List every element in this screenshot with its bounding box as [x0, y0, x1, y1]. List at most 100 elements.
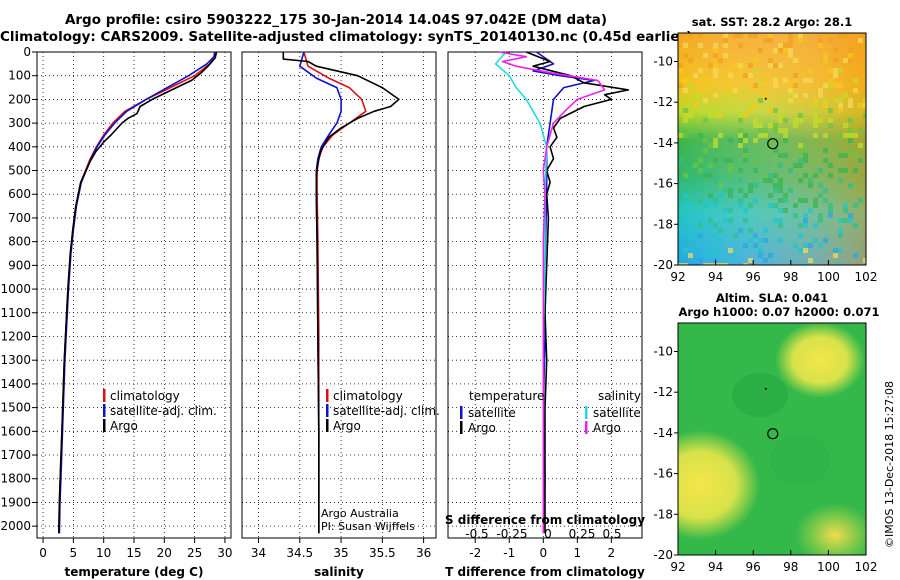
sst-pixel	[793, 123, 798, 128]
sst-pixel	[843, 123, 848, 128]
sst-pixel	[748, 238, 753, 243]
sst-pixel	[783, 48, 788, 53]
sst-pixel	[748, 228, 753, 233]
sst-pixel	[698, 258, 703, 263]
sst-pixel	[688, 128, 693, 133]
sst-pixel	[808, 68, 813, 73]
legend-swatch	[103, 389, 106, 402]
sst-pixel	[713, 63, 718, 68]
map-x-tick-label: 100	[817, 270, 840, 284]
plot-frame	[447, 51, 643, 539]
sst-pixel	[753, 33, 758, 38]
sst-pixel	[843, 168, 848, 173]
sst-pixel	[728, 168, 733, 173]
sst-pixel	[788, 98, 793, 103]
chart-title-line1: Argo profile: csiro 5903222_175 30-Jan-2…	[64, 12, 608, 28]
sst-pixel	[693, 93, 698, 98]
footer-timestamp: ©IMOS 13-Dec-2018 15:27:08	[883, 381, 896, 548]
sst-pixel	[728, 138, 733, 143]
sst-pixel	[703, 263, 708, 265]
map-x-tick-label: 92	[670, 560, 685, 574]
sst-pixel	[738, 133, 743, 138]
map-y-tick-label: -16	[653, 177, 673, 191]
legend-label: Argo	[468, 421, 496, 435]
sst-pixel	[798, 198, 803, 203]
map-y-tick-label: -18	[653, 217, 673, 231]
sst-pixel	[703, 253, 708, 258]
y-tick-label: 1700	[0, 448, 31, 462]
sst-pixel	[683, 133, 688, 138]
sst-pixel	[773, 123, 778, 128]
sst-pixel	[683, 173, 688, 178]
sst-pixel	[748, 183, 753, 188]
sst-pixel	[698, 268, 703, 273]
sst-pixel	[838, 83, 843, 88]
sst-pixel	[818, 218, 823, 223]
sst-pixel	[773, 138, 778, 143]
y-tick-label: 1100	[0, 306, 31, 320]
sst-pixel	[833, 68, 838, 73]
sst-pixel	[773, 188, 778, 193]
sst-pixel	[778, 208, 783, 213]
sst-pixel	[783, 193, 788, 198]
sst-pixel	[863, 113, 866, 118]
sst-pixel	[738, 43, 743, 48]
sst-pixel	[783, 43, 788, 48]
series-line-t-satellite	[532, 51, 596, 534]
y-tick-label: 1200	[0, 329, 31, 343]
sst-pixel	[828, 68, 833, 73]
sst-pixel	[728, 188, 733, 193]
sst-pixel	[728, 73, 733, 78]
sst-pixel	[773, 218, 778, 223]
x-tick-label: 20	[157, 546, 172, 560]
series-line-argo	[58, 51, 218, 534]
sst-pixel	[753, 83, 758, 88]
sst-pixel	[818, 213, 823, 218]
sst-pixel	[793, 118, 798, 123]
sst-pixel	[718, 133, 723, 138]
sst-pixel	[753, 58, 758, 63]
sst-pixel	[713, 178, 718, 183]
s-scale-label: 0	[544, 527, 552, 541]
sst-pixel	[753, 68, 758, 73]
sst-pixel	[823, 98, 828, 103]
sst-pixel	[703, 118, 708, 123]
sst-pixel	[753, 118, 758, 123]
sst-pixel	[768, 178, 773, 183]
sst-pixel	[808, 208, 813, 213]
series-line-s-satellite	[494, 51, 548, 534]
sst-pixel	[753, 183, 758, 188]
sst-pixel	[678, 183, 683, 188]
sst-pixel	[708, 218, 713, 223]
sst-pixel	[743, 208, 748, 213]
sst-pixel	[858, 103, 863, 108]
legend-label: climatology	[110, 389, 180, 403]
sst-pixel	[743, 193, 748, 198]
sst-pixel	[848, 53, 853, 58]
sst-pixel	[793, 213, 798, 218]
sst-pixel	[858, 38, 863, 43]
y-tick-label: 1600	[0, 424, 31, 438]
sst-pixel	[858, 128, 863, 133]
sst-pixel	[803, 243, 808, 248]
sst-pixel	[773, 203, 778, 208]
sst-pixel	[783, 208, 788, 213]
sst-pixel	[758, 78, 763, 83]
sst-pixel	[678, 263, 683, 265]
sst-pixel	[743, 73, 748, 78]
sst-pixel	[803, 93, 808, 98]
x-tick-label: 0	[39, 546, 47, 560]
sst-pixel	[748, 33, 753, 38]
sst-pixel	[783, 198, 788, 203]
sst-pixel	[783, 118, 788, 123]
sst-pixel	[678, 228, 683, 233]
sst-pixel	[688, 203, 693, 208]
sst-pixel	[763, 128, 768, 133]
sst-pixel	[758, 48, 763, 53]
sst-pixel	[853, 133, 858, 138]
sst-pixel	[773, 148, 778, 153]
sst-pixel	[778, 218, 783, 223]
sst-pixel	[778, 178, 783, 183]
sst-pixel	[713, 68, 718, 73]
sst-pixel	[853, 203, 858, 208]
